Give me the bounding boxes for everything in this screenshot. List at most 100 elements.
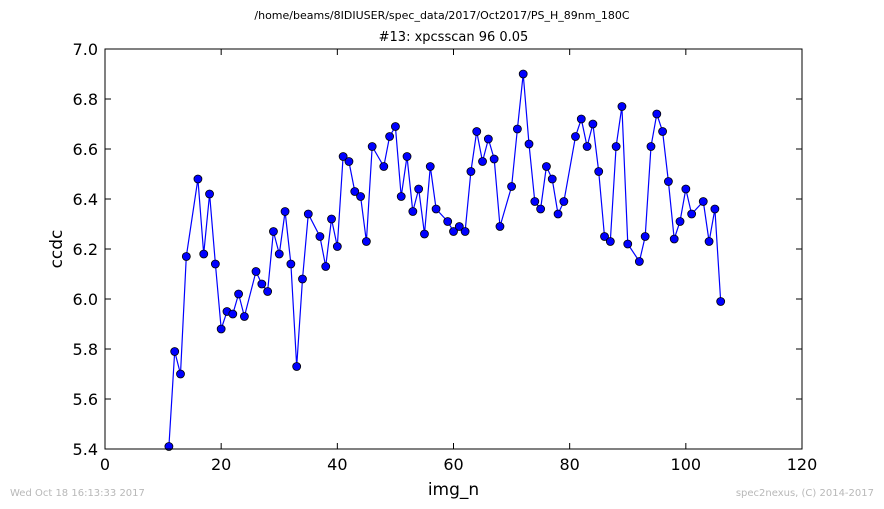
data-point [321, 262, 331, 271]
data-point [512, 124, 522, 134]
data-point [420, 229, 429, 239]
data-point [344, 157, 354, 166]
y-tick-label: 5.4 [73, 440, 98, 459]
footer-timestamp: Wed Oct 18 16:13:33 2017 [10, 488, 145, 499]
data-point [507, 182, 516, 191]
data-point [664, 177, 673, 186]
data-point [646, 142, 656, 151]
data-point [495, 222, 505, 231]
data-point [216, 324, 226, 334]
data-point [199, 249, 209, 259]
data-point [698, 197, 708, 206]
data-point [425, 162, 435, 171]
data-point [449, 227, 458, 236]
y-axis-label: ccdc [47, 230, 67, 269]
data-point [559, 197, 569, 206]
data-point [588, 119, 598, 129]
data-point [292, 362, 302, 371]
data-point [681, 184, 691, 194]
data-point [361, 237, 371, 246]
data-point [605, 237, 615, 246]
x-tick-label: 0 [100, 455, 110, 474]
data-point [472, 127, 482, 136]
data-point [704, 237, 714, 246]
data-point [553, 209, 563, 219]
data-point [675, 217, 685, 226]
data-point [286, 259, 296, 269]
data-point [611, 142, 621, 151]
data-point [483, 134, 493, 144]
data-point [518, 69, 528, 79]
data-point [205, 189, 214, 199]
data-point [443, 217, 453, 226]
data-point [193, 174, 203, 184]
data-point [181, 252, 191, 261]
data-point [571, 132, 580, 141]
data-point [489, 154, 499, 164]
plot-frame [104, 48, 803, 450]
chart-title: #13: xpcsscan 96 0.05 [378, 30, 529, 45]
data-point [414, 184, 424, 194]
data-point [356, 192, 365, 201]
data-point [298, 274, 307, 284]
ticks-layer: 0 20 40 60 80 100 120 5.4 5.6 5.8 6.0 6.2 6.4 6.6 6.8 7… [73, 40, 818, 474]
data-point [274, 249, 284, 259]
data-point [466, 167, 476, 176]
data-point [367, 142, 377, 151]
data-points-layer [164, 69, 726, 451]
data-point [391, 122, 400, 131]
data-point [454, 222, 464, 231]
data-point [669, 234, 679, 244]
x-tick-label: 120 [787, 455, 818, 474]
data-point [280, 207, 290, 216]
data-point [210, 259, 220, 269]
data-point [408, 207, 418, 216]
data-point [350, 187, 360, 196]
data-point [617, 102, 627, 111]
data-point [687, 209, 697, 219]
data-point [652, 109, 662, 119]
data-point [431, 204, 441, 214]
data-point [257, 279, 267, 289]
y-tick-label: 6.8 [73, 90, 98, 109]
data-point [582, 142, 592, 151]
y-tick-label: 6.0 [73, 290, 98, 309]
data-point [600, 232, 609, 241]
data-point [170, 347, 180, 356]
data-point [640, 232, 650, 241]
data-point [239, 312, 249, 321]
x-tick-label: 100 [671, 455, 702, 474]
x-tick-label: 40 [327, 455, 347, 474]
data-point [332, 242, 342, 251]
data-point [251, 267, 261, 276]
data-point [396, 192, 406, 201]
data-point [634, 257, 644, 266]
data-point [338, 152, 348, 161]
data-point [234, 289, 243, 299]
y-tick-label: 5.6 [73, 390, 98, 409]
data-point [547, 174, 557, 184]
data-point [460, 227, 470, 236]
x-tick-label: 80 [559, 455, 579, 474]
y-tick-label: 6.2 [73, 240, 98, 259]
figure-suptitle: /home/beams/8IDIUSER/spec_data/2017/Oct2… [254, 9, 630, 22]
data-point [269, 227, 278, 236]
data-point [228, 309, 238, 319]
data-point [385, 132, 395, 141]
data-point [658, 127, 667, 136]
data-point [176, 369, 185, 379]
data-point [315, 232, 325, 241]
footer-credit: spec2nexus, (C) 2014-2017 [735, 488, 874, 499]
data-point [576, 114, 586, 124]
data-point [402, 152, 412, 161]
y-tick-label: 6.4 [73, 190, 98, 209]
data-point [716, 297, 726, 306]
data-point [710, 204, 720, 214]
data-point [530, 197, 540, 206]
data-point [478, 157, 487, 166]
data-point [379, 162, 389, 171]
x-tick-label: 60 [443, 455, 463, 474]
data-point [327, 214, 336, 224]
y-tick-label: 5.8 [73, 340, 98, 359]
